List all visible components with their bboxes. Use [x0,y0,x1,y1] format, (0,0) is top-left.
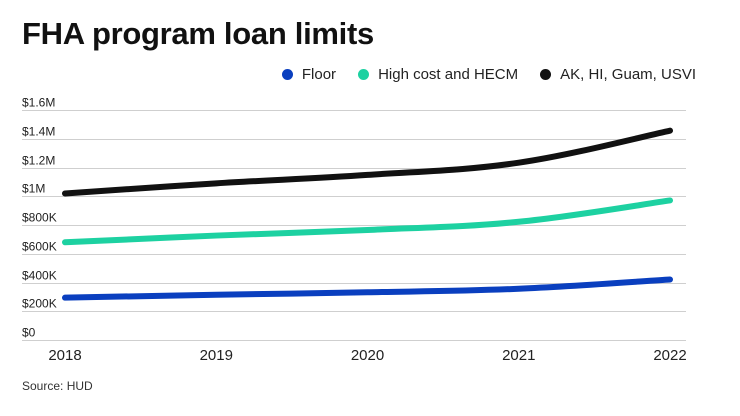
series-line-ak-hi-guam-usvi [62,127,673,197]
legend-item-high-cost: High cost and HECM [358,66,518,83]
legend-item-floor: Floor [281,66,337,83]
y-tick-label: $200K [22,297,57,311]
x-tick-label: 2022 [653,347,686,364]
legend-marker-floor [281,69,293,80]
series-line-high-cost-hecm [62,197,673,246]
source-note: Source: HUD [22,379,93,393]
y-tick-label: $0 [22,326,36,340]
y-tick-label: $1.4M [22,125,55,139]
x-tick-label: 2019 [200,347,233,364]
y-tick-label: $1M [22,182,45,196]
legend-label-ak-hi: AK, HI, Guam, USVI [560,66,696,83]
x-tick-label: 2021 [502,347,535,364]
legend-marker-ak-hi [540,69,552,80]
y-tick-label: $1.6M [22,96,55,110]
y-tick-label: $400K [22,269,57,283]
x-tick-label: 2018 [48,347,81,364]
legend: Floor High cost and HECM AK, HI, Guam, U… [260,66,696,83]
y-tick-label: $800K [22,211,57,225]
legend-label-high-cost: High cost and HECM [378,66,519,83]
y-tick-label: $600K [22,240,57,254]
legend-label-floor: Floor [301,66,337,83]
x-tick-label: 2020 [351,347,384,364]
legend-marker-high-cost [358,69,370,80]
series-line-floor [62,276,673,301]
chart-title: FHA program loan limits [22,16,374,51]
legend-item-ak-hi: AK, HI, Guam, USVI [540,66,696,83]
y-tick-label: $1.2M [22,154,55,168]
